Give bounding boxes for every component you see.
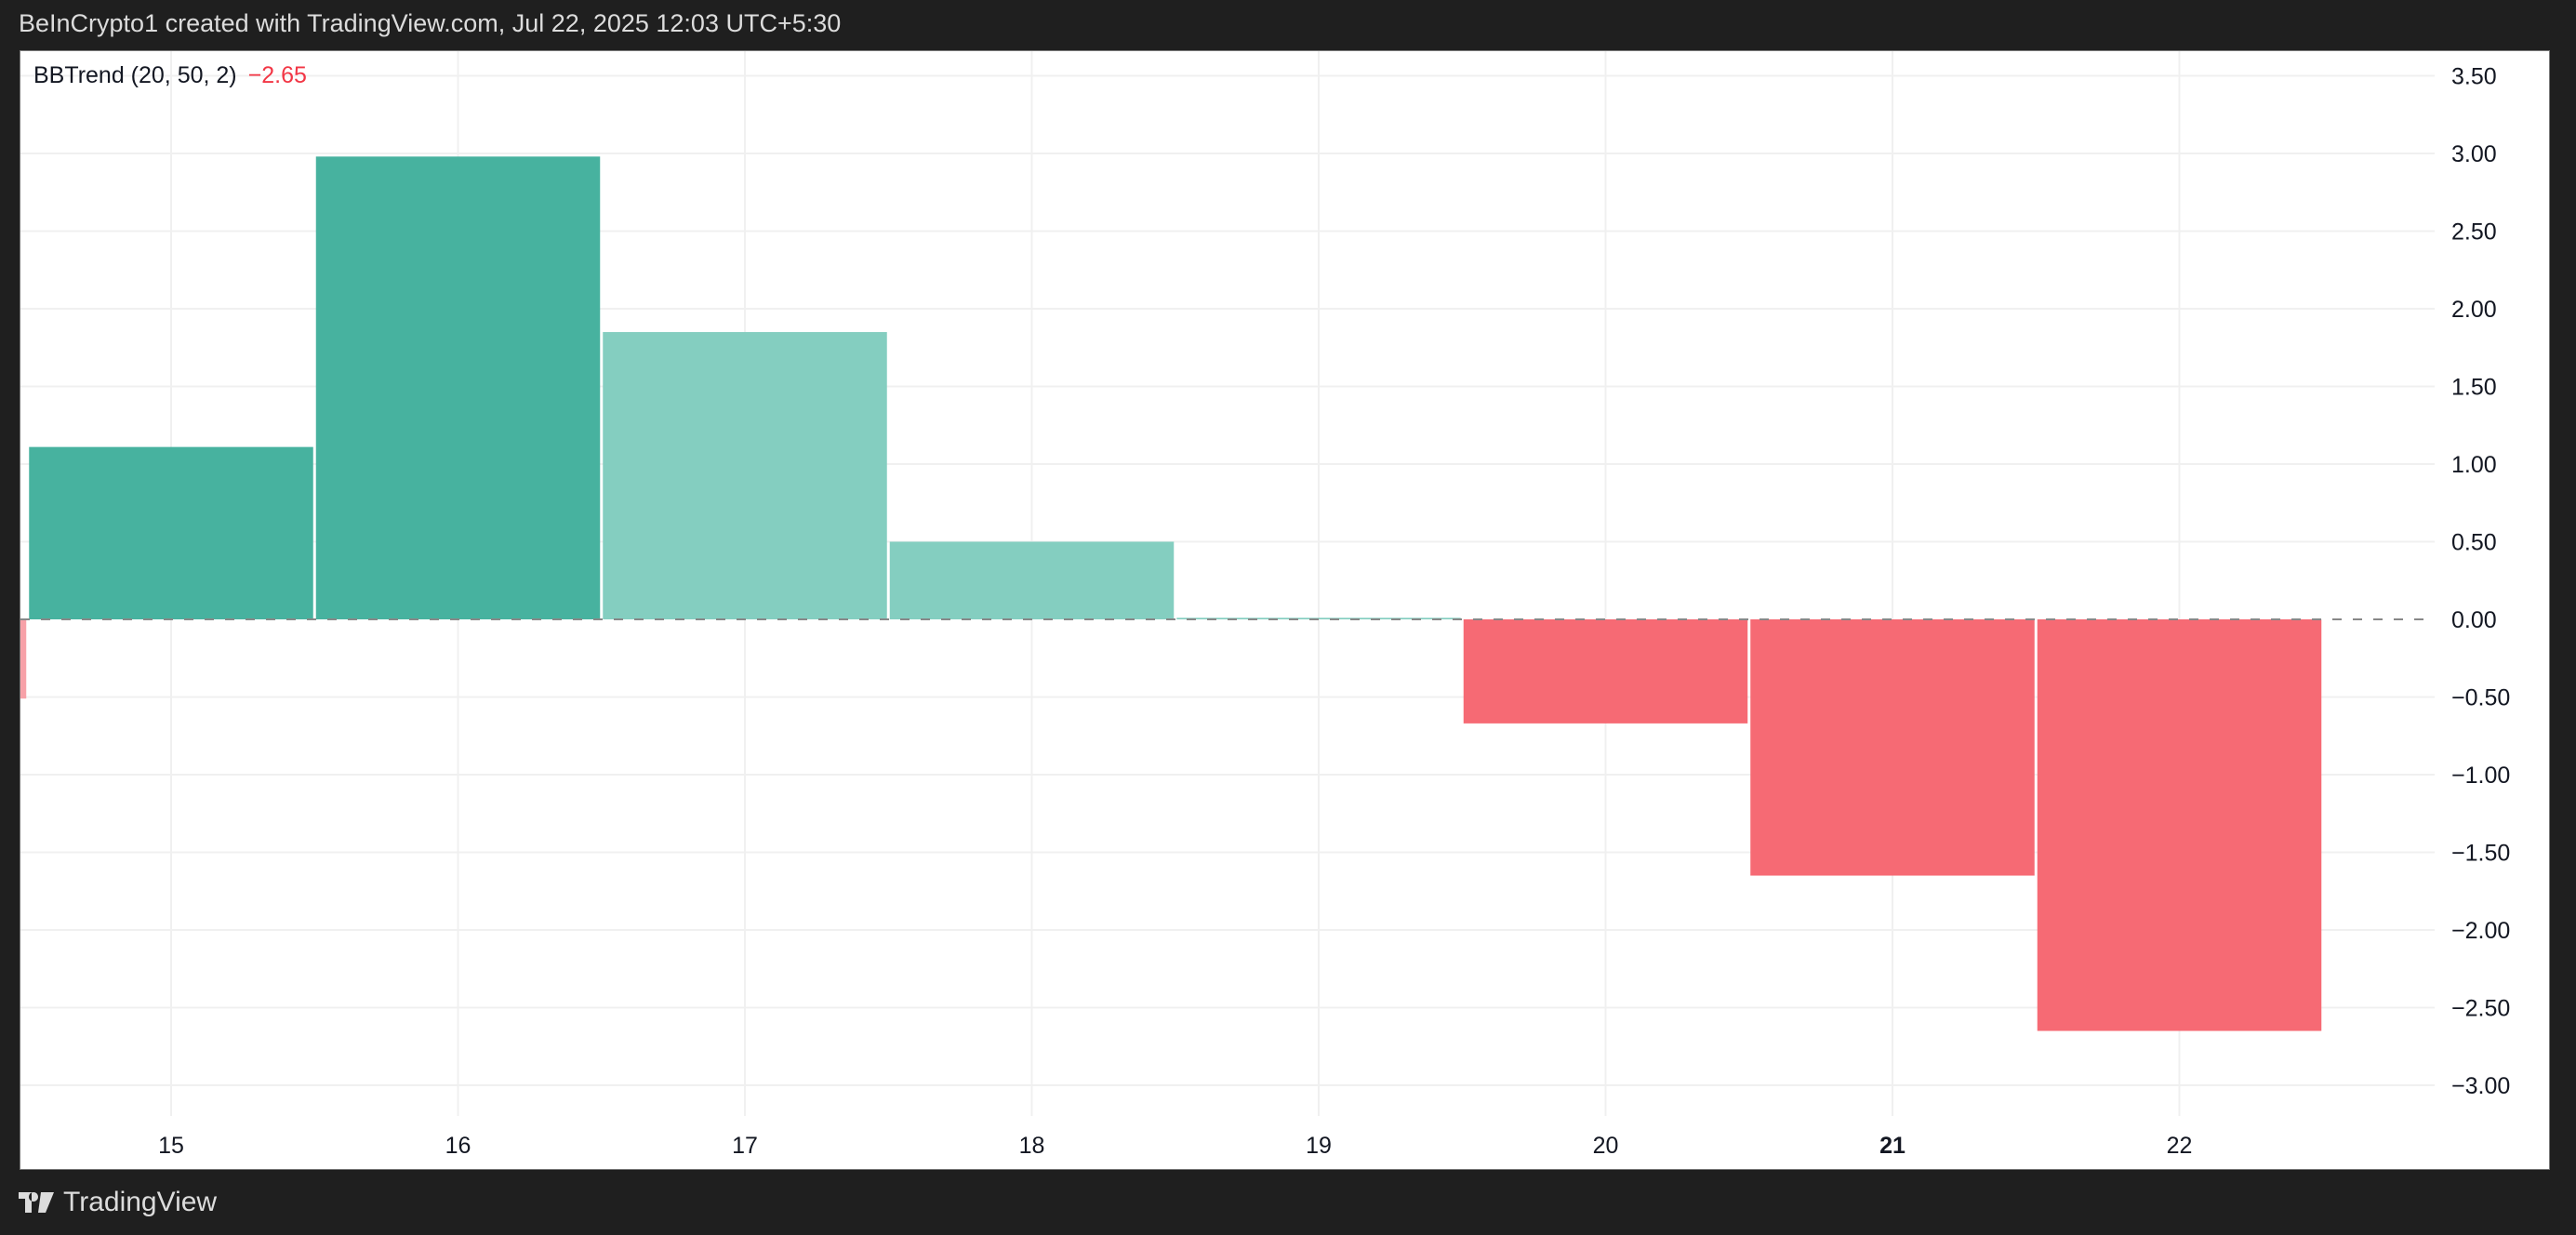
y-tick-label: 0.00 <box>2451 607 2497 633</box>
y-tick-label: 2.00 <box>2451 297 2497 323</box>
y-tick-label: 0.50 <box>2451 530 2497 556</box>
histogram-bar <box>29 446 313 619</box>
brand-name: TradingView <box>63 1187 218 1217</box>
x-tick-label: 17 <box>732 1133 758 1159</box>
chart-attribution: BeInCrypto1 created with TradingView.com… <box>19 9 842 37</box>
y-tick-label: 1.50 <box>2451 375 2497 401</box>
x-tick-label: 20 <box>1593 1133 1619 1159</box>
indicator-name: BBTrend (20, 50, 2) <box>33 62 237 88</box>
histogram-bar <box>1463 619 1748 724</box>
y-tick-label: −1.50 <box>2451 841 2510 867</box>
histogram-bar <box>889 541 1175 619</box>
indicator-value: −2.65 <box>247 62 307 88</box>
y-tick-label: −3.00 <box>2451 1073 2510 1099</box>
y-tick-label: −2.50 <box>2451 996 2510 1022</box>
x-tick-label: 18 <box>1019 1133 1045 1159</box>
histogram-bar <box>315 156 601 619</box>
y-tick-label: 3.50 <box>2451 64 2497 90</box>
x-tick-label: 21 <box>1879 1133 1905 1159</box>
x-tick-label: 15 <box>158 1133 184 1159</box>
tradingview-logo-icon <box>19 1192 54 1213</box>
y-tick-label: −1.00 <box>2451 763 2510 789</box>
y-tick-label: −0.50 <box>2451 685 2510 711</box>
y-tick-label: −2.00 <box>2451 918 2510 944</box>
histogram-bar <box>20 619 27 699</box>
y-tick-label: 3.00 <box>2451 141 2497 167</box>
tradingview-logo[interactable]: TradingView <box>19 1187 217 1218</box>
histogram-bar <box>1750 619 2035 876</box>
y-tick-label: 2.50 <box>2451 219 2497 246</box>
y-tick-label: 1.00 <box>2451 452 2497 478</box>
histogram-bar <box>2037 619 2322 1031</box>
indicator-legend[interactable]: BBTrend (20, 50, 2) −2.65 <box>33 62 307 89</box>
x-tick-label: 19 <box>1306 1133 1332 1159</box>
x-tick-label: 16 <box>445 1133 471 1159</box>
x-tick-label: 22 <box>2167 1133 2193 1159</box>
histogram-bar <box>603 332 887 619</box>
